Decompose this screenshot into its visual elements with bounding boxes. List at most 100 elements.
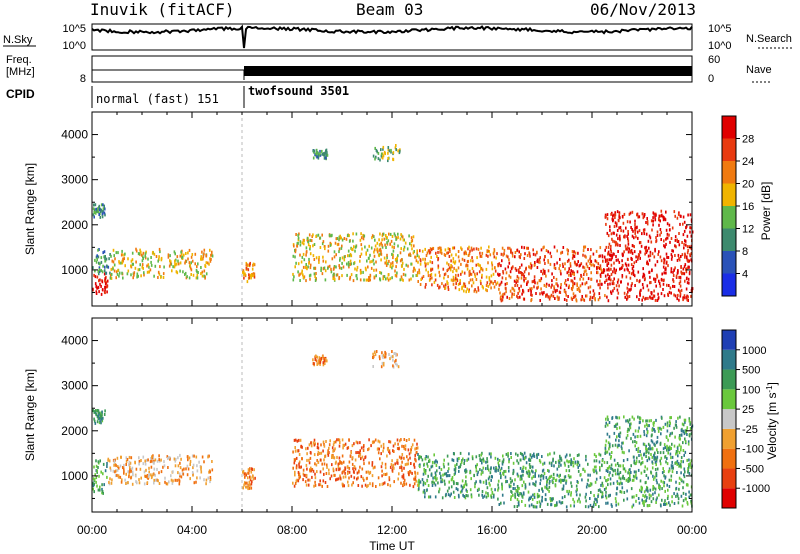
velocity-cell (619, 431, 622, 435)
power-cell (560, 272, 562, 276)
power-cell (118, 274, 120, 278)
power-cell (313, 272, 316, 276)
power-cell (656, 273, 658, 277)
power-cell (614, 216, 616, 219)
velocity-cell (342, 446, 344, 450)
velocity-cell (655, 498, 658, 502)
velocity-cell (295, 456, 298, 460)
power-cell (684, 239, 686, 243)
power-cell (429, 247, 432, 251)
velocity-cell (92, 487, 94, 491)
power-cell (571, 256, 574, 260)
power-cell (384, 152, 386, 156)
velocity-cell (612, 481, 615, 485)
power-cell (140, 253, 143, 257)
velocity-cell (166, 482, 169, 486)
power-cell (201, 257, 203, 261)
power-cell (556, 295, 559, 299)
velocity-cell (684, 418, 687, 422)
power-cell (686, 281, 689, 285)
velocity-cell (311, 475, 313, 479)
power-cell (469, 269, 471, 273)
velocity-cell (249, 478, 252, 482)
power-cell (587, 259, 590, 263)
velocity-cell (606, 415, 609, 419)
velocity-cell (544, 493, 547, 497)
power-cell (530, 298, 533, 301)
power-cell (452, 275, 455, 279)
power-cell (399, 251, 402, 255)
velocity-cell (642, 494, 644, 498)
power-cell (683, 265, 686, 269)
power-cell (571, 272, 574, 276)
velocity-cell (587, 473, 589, 477)
power-cell (560, 283, 562, 286)
velocity-cell (377, 439, 380, 443)
power-cell (369, 253, 371, 257)
power-cell (647, 296, 649, 300)
velocity-cell (644, 495, 646, 499)
velocity-cell (339, 441, 341, 444)
velocity-cell (682, 441, 684, 445)
velocity-cell (605, 469, 608, 473)
power-cell (514, 284, 516, 287)
power-cell (97, 285, 100, 289)
velocity-cell (550, 461, 553, 465)
velocity-cell (670, 464, 673, 468)
velocity-cell (381, 482, 384, 486)
power-cell (394, 258, 397, 261)
power-cell (412, 269, 415, 273)
power-colorbar-tick: 16 (742, 201, 754, 213)
velocity-cell (392, 449, 394, 453)
power-cell (303, 275, 306, 279)
velocity-cell (616, 462, 619, 465)
power-cell (175, 270, 178, 274)
velocity-cell (326, 485, 329, 488)
velocity-cell (494, 469, 496, 473)
velocity-cell (502, 471, 504, 475)
power-cell (326, 153, 329, 157)
power-cell (197, 271, 199, 274)
velocity-cell (450, 492, 452, 496)
power-cell (333, 255, 336, 259)
velocity-cell (149, 460, 152, 464)
velocity-cell (505, 452, 508, 456)
power-cell (144, 252, 147, 256)
power-cell (657, 296, 660, 300)
power-cell (569, 264, 572, 268)
velocity-cell (510, 489, 512, 493)
velocity-cell (655, 459, 658, 463)
velocity-cell (456, 459, 459, 463)
power-cell (641, 283, 644, 286)
velocity-cell (371, 484, 374, 488)
power-cell (578, 286, 580, 290)
power-cell (658, 218, 660, 222)
power-cell (627, 290, 629, 294)
power-cell (513, 293, 515, 296)
power-cell (341, 274, 343, 278)
power-cell (117, 268, 119, 272)
velocity-cell (678, 434, 681, 437)
power-cell (342, 265, 345, 269)
velocity-cell (645, 434, 648, 438)
power-cell (209, 257, 211, 261)
velocity-cell (295, 479, 298, 483)
velocity-cell (324, 455, 326, 459)
velocity-cell (179, 453, 181, 457)
velocity-cell (401, 460, 403, 464)
power-cell (380, 250, 382, 254)
power-cell (656, 230, 659, 234)
power-cell (686, 267, 688, 271)
power-cell (327, 244, 330, 248)
velocity-cell (174, 464, 177, 468)
power-cell (658, 250, 660, 254)
power-cell (375, 274, 377, 278)
power-cell (562, 265, 564, 268)
velocity-cell (544, 485, 546, 489)
velocity-cell (688, 419, 691, 423)
power-cell (490, 286, 492, 290)
power-cell (625, 226, 627, 230)
velocity-cell (453, 468, 456, 472)
velocity-cell (92, 484, 95, 488)
velocity-cell (684, 450, 687, 454)
